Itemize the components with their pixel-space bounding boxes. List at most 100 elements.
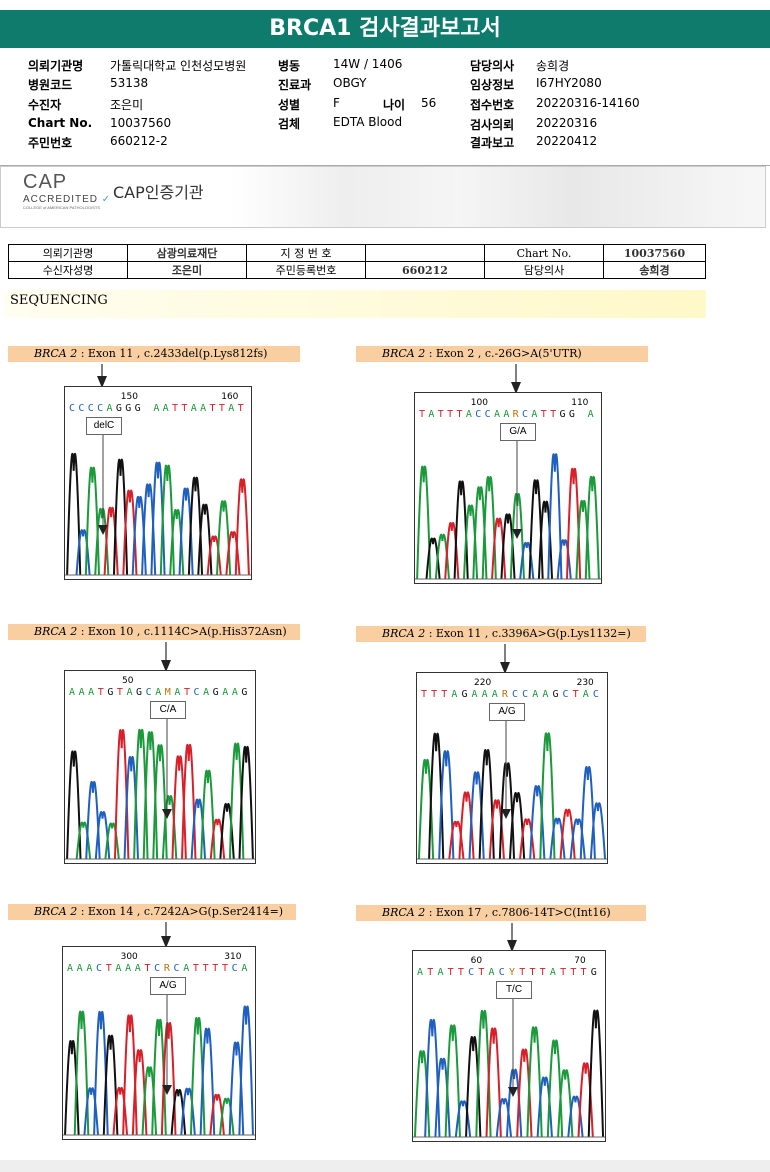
svg-text:T: T <box>478 967 484 978</box>
svg-text:T: T <box>421 689 427 700</box>
svg-text:A: A <box>106 403 112 414</box>
svg-text:A: A <box>482 689 488 700</box>
position-number: 70 <box>574 956 586 966</box>
svg-text:T: T <box>212 963 218 974</box>
info-label: 결과보고 <box>470 136 515 150</box>
chromatogram: T A T T T A C C A A R C A T T G G A 100 110 G/A <box>414 392 602 584</box>
svg-text:A: A <box>79 687 85 698</box>
svg-text:A: A <box>583 689 589 700</box>
svg-text:C: C <box>96 963 102 974</box>
info-value: 14W / 1406 <box>333 57 403 71</box>
svg-text:A: A <box>241 963 247 974</box>
table-cell <box>365 244 485 262</box>
svg-text:T: T <box>581 967 587 978</box>
cap-logo: CAP ACCREDITED ✓ COLLEGE of AMERICAN PAT… <box>23 171 111 210</box>
svg-text:G: G <box>125 403 131 414</box>
section-header: SEQUENCING <box>4 290 706 318</box>
svg-text:G: G <box>552 689 558 700</box>
svg-text:C: C <box>174 963 180 974</box>
svg-text:T: T <box>193 963 199 974</box>
chromatogram-trace: A T A T T C T A C Y T T T A T T T G60 70 <box>413 956 605 1138</box>
position-number: 220 <box>474 678 491 688</box>
svg-text:T: T <box>210 403 216 414</box>
table-row: 수신자성명 조은미 주민등록번호 660212 담당의사 송희경 <box>8 261 706 279</box>
variant-arrow-icon <box>97 364 107 388</box>
cap-certified-label: CAP인증기관 <box>113 183 204 202</box>
cap-band: CAP ACCREDITED ✓ COLLEGE of AMERICAN PAT… <box>0 166 766 228</box>
svg-text:T: T <box>222 963 228 974</box>
svg-text:A: A <box>417 967 423 978</box>
svg-text:A: A <box>126 687 132 698</box>
svg-text:T: T <box>438 409 444 420</box>
svg-text:T: T <box>427 967 433 978</box>
cap-accredited-text: ACCREDITED <box>23 194 99 205</box>
checkmark-icon: ✓ <box>101 194 112 205</box>
position-number: 300 <box>121 952 138 962</box>
info-value: 10037560 <box>110 116 172 130</box>
svg-text:A: A <box>88 687 94 698</box>
svg-text:T: T <box>238 403 244 414</box>
gene-name: BRCA 2 <box>34 347 78 360</box>
info-label: 의뢰기관명 <box>28 59 84 73</box>
info-label: 담당의사 <box>470 59 515 73</box>
report-title: BRCA1 검사결과보고서 <box>0 10 770 48</box>
svg-text:A: A <box>69 687 75 698</box>
gene-name: BRCA 2 <box>382 627 426 640</box>
svg-text:C: C <box>563 689 569 700</box>
gene-name: BRCA 2 <box>34 905 78 918</box>
svg-text:T: T <box>540 967 546 978</box>
svg-text:C: C <box>146 687 152 698</box>
svg-text:C: C <box>512 689 518 700</box>
info-label: 임상정보 <box>470 78 515 92</box>
info-label: 접수번호 <box>470 98 515 112</box>
divider <box>0 165 770 166</box>
table-cell: 삼광의료재단 <box>127 244 247 262</box>
chromatogram: A A A T G T A G C A M A T C A G A A G 50 C/A <box>64 670 256 864</box>
variant-label: BRCA 2 : Exon 14 , c.7242A>G(p.Ser2414=) <box>8 904 296 920</box>
svg-text:T: T <box>203 963 209 974</box>
svg-text:A: A <box>588 409 594 420</box>
svg-text:A: A <box>503 409 509 420</box>
variant-label: BRCA 2 : Exon 2 , c.-26G>A(5'UTR) <box>356 346 648 362</box>
table-cell: 10037560 <box>603 244 706 262</box>
svg-text:C: C <box>97 403 103 414</box>
svg-text:T: T <box>560 967 566 978</box>
info-label: Chart No. <box>28 116 93 130</box>
report-info: 의뢰기관명 가톨릭대학교 인천성모병원 병원코드 53138 수진자 조은미 C… <box>0 0 770 160</box>
svg-text:G: G <box>136 687 142 698</box>
svg-text:T: T <box>184 687 190 698</box>
info-label: 진료과 <box>278 78 312 92</box>
info-label: 성별 <box>278 98 301 112</box>
svg-text:T: T <box>219 403 225 414</box>
svg-text:C: C <box>154 963 160 974</box>
svg-text:A: A <box>183 963 189 974</box>
svg-text:T: T <box>181 403 187 414</box>
variant-arrow-icon <box>500 644 510 674</box>
svg-text:C: C <box>475 409 481 420</box>
info-label: 병원코드 <box>28 78 73 92</box>
svg-text:G: G <box>569 409 575 420</box>
variant-arrow-icon <box>507 923 517 952</box>
genotype-call: A/G <box>150 977 186 995</box>
table-cell: 송희경 <box>603 261 706 279</box>
position-number: 110 <box>571 398 588 408</box>
svg-text:C: C <box>522 409 528 420</box>
position-number: 100 <box>471 398 488 408</box>
svg-text:G: G <box>107 687 113 698</box>
patient-table: 의뢰기관명 삼광의료재단 지 정 번 호 Chart No. 10037560 … <box>8 244 706 279</box>
info-value: 20220412 <box>536 134 598 148</box>
position-number: 50 <box>122 676 134 686</box>
variant-description: : Exon 11 , c.3396A>G(p.Lys1132=) <box>425 627 631 640</box>
table-cell: 지 정 번 호 <box>246 244 366 262</box>
variant-arrow-icon <box>161 922 171 948</box>
svg-text:C: C <box>468 967 474 978</box>
position-number: 160 <box>221 392 238 402</box>
svg-text:A: A <box>77 963 83 974</box>
svg-text:A: A <box>532 689 538 700</box>
svg-text:A: A <box>86 963 92 974</box>
svg-text:A: A <box>451 689 457 700</box>
svg-text:C: C <box>69 403 75 414</box>
svg-text:T: T <box>448 967 454 978</box>
svg-text:A: A <box>222 687 228 698</box>
